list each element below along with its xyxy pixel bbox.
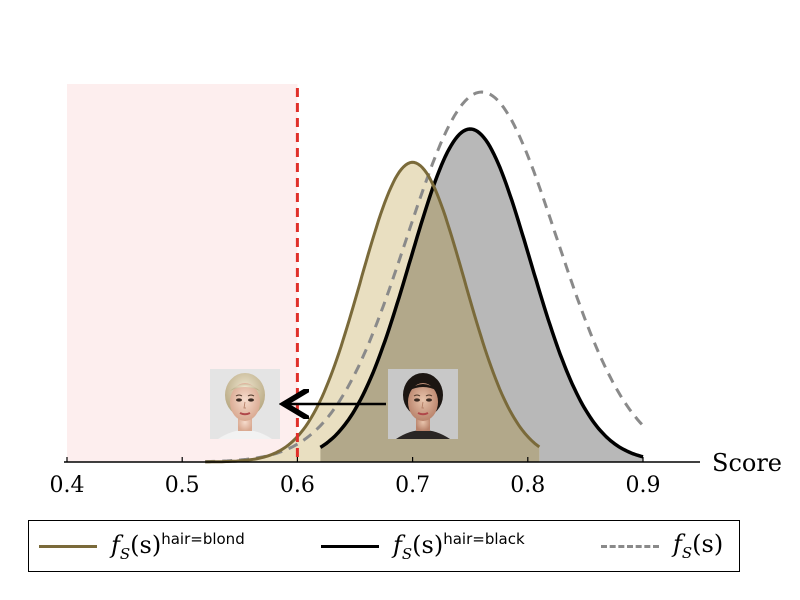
legend: fS(s)hair=blond fS(s)hair=black fS(s) xyxy=(28,520,740,572)
legend-label-all: fS(s) xyxy=(673,530,724,562)
overlap-fill xyxy=(320,186,540,462)
x-tick-label: 0.4 xyxy=(50,473,85,498)
legend-swatch-all xyxy=(601,544,659,548)
blond-face-image xyxy=(210,369,280,439)
x-tick-label: 0.7 xyxy=(395,473,430,498)
blond-distribution-curve xyxy=(205,160,541,464)
legend-swatch-blond xyxy=(39,544,97,548)
black-hair-distribution-curve xyxy=(319,127,644,459)
black-hair-face-image xyxy=(388,369,458,439)
x-tick-label: 0.9 xyxy=(626,473,661,498)
x-axis-title: Score xyxy=(712,449,782,477)
legend-label-black: fS(s)hair=black xyxy=(393,529,525,563)
x-tick-label: 0.5 xyxy=(165,473,200,498)
legend-item-blond: fS(s)hair=blond xyxy=(39,521,245,571)
x-tick-label: 0.6 xyxy=(280,473,315,498)
legend-swatch-black xyxy=(321,544,379,548)
legend-label-blond: fS(s)hair=blond xyxy=(111,529,245,563)
legend-item-all: fS(s) xyxy=(601,521,723,571)
legend-item-black: fS(s)hair=black xyxy=(321,521,525,571)
x-tick-label: 0.8 xyxy=(510,473,545,498)
